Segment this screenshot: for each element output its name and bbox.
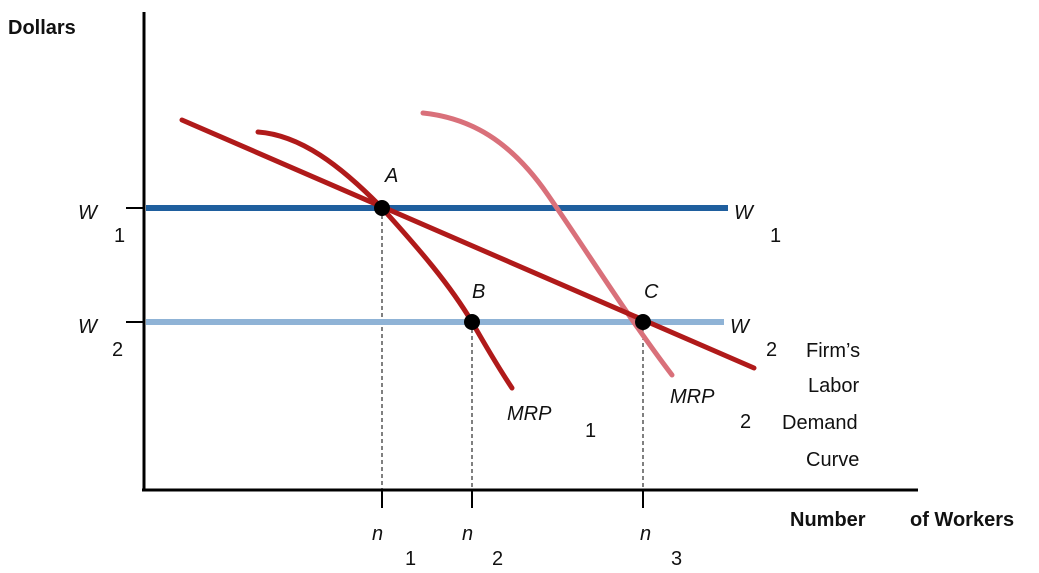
demand-label-line-4: Curve (806, 449, 859, 471)
w2-left-letter: W (78, 316, 99, 338)
x-axis-title-number: Number (790, 509, 866, 531)
w1-right-letter: W (734, 202, 755, 224)
demand-label-line-2: Labor (808, 375, 859, 397)
point-b (464, 314, 480, 330)
w2-left-sub: 2 (112, 339, 123, 361)
demand-label-line-1: Firm’s (806, 340, 860, 362)
mrp2-sub: 2 (740, 411, 751, 433)
mrp1-sub: 1 (585, 420, 596, 442)
point-a-label: A (384, 165, 398, 187)
point-c-label: C (644, 281, 659, 303)
w1-left-letter: W (78, 202, 99, 224)
mrp1-curve (255, 129, 515, 391)
demand-label-line-3: Demand (782, 412, 858, 434)
w2-right-sub: 2 (766, 339, 777, 361)
mrp1-label: MRP (507, 403, 552, 425)
n3-sub: 3 (671, 548, 682, 570)
x-axis-title-workers: of Workers (910, 509, 1014, 531)
w1-left-sub: 1 (114, 225, 125, 247)
point-a (374, 200, 390, 216)
labor-demand-curve (179, 117, 757, 371)
n2-sub: 2 (492, 548, 503, 570)
mrp2-label: MRP (670, 386, 715, 408)
w2-right-letter: W (730, 316, 751, 338)
n1-sub: 1 (405, 548, 416, 570)
w1-right-sub: 1 (770, 225, 781, 247)
mrp2-curve (420, 110, 675, 378)
point-c (635, 314, 651, 330)
y-axis-title: Dollars (8, 17, 76, 39)
point-b-label: B (472, 281, 485, 303)
n2-letter: n (462, 523, 473, 545)
n1-letter: n (372, 523, 383, 545)
n3-letter: n (640, 523, 651, 545)
